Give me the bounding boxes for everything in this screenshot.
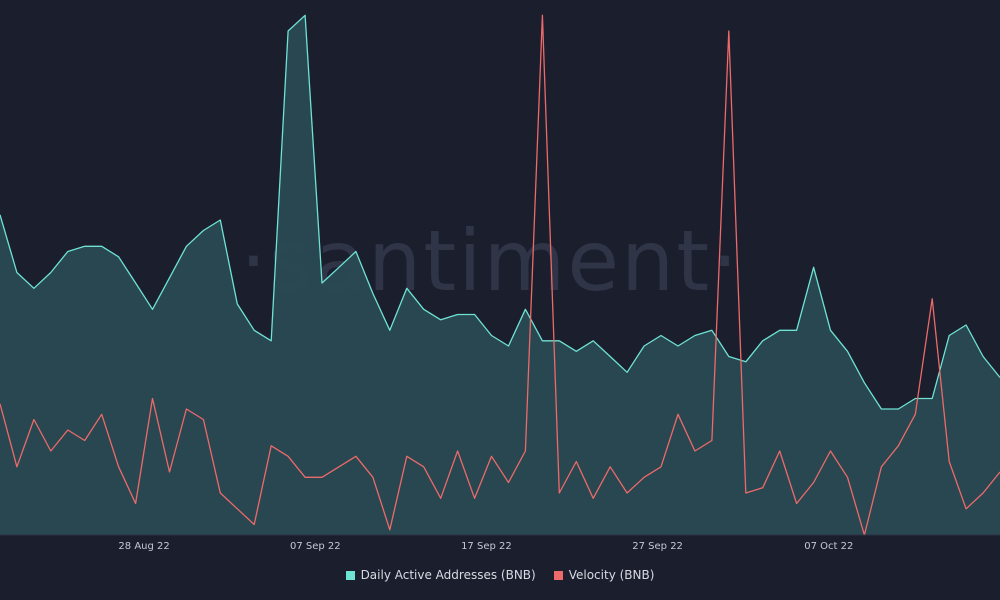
velocity-line (0, 14, 1000, 536)
chart-svg: ·santiment· 28 Aug 22 07 Sep 22 17 Sep 22 2… (0, 14, 1000, 552)
x-tick-label: 28 Aug 22 (118, 541, 169, 552)
daily-active-addresses-line (0, 14, 1000, 410)
legend-item-velocity[interactable]: Velocity (BNB) (553, 568, 655, 582)
legend-label: Daily Active Addresses (BNB) (360, 568, 536, 582)
legend-label: Velocity (BNB) (568, 568, 655, 582)
legend-swatch-red (553, 570, 563, 580)
x-tick-label: 07 Oct 22 (804, 541, 853, 552)
legend: Daily Active Addresses (BNB) Velocity (B… (0, 568, 1000, 582)
x-tick-label: 17 Sep 22 (461, 541, 512, 552)
x-tick-label: 07 Sep 22 (290, 541, 341, 552)
legend-swatch-teal (345, 570, 355, 580)
series-area-0 (0, 15, 1000, 536)
legend-item-daily-active-addresses[interactable]: Daily Active Addresses (BNB) (345, 568, 536, 582)
x-tick-label: 27 Sep 22 (632, 541, 683, 552)
